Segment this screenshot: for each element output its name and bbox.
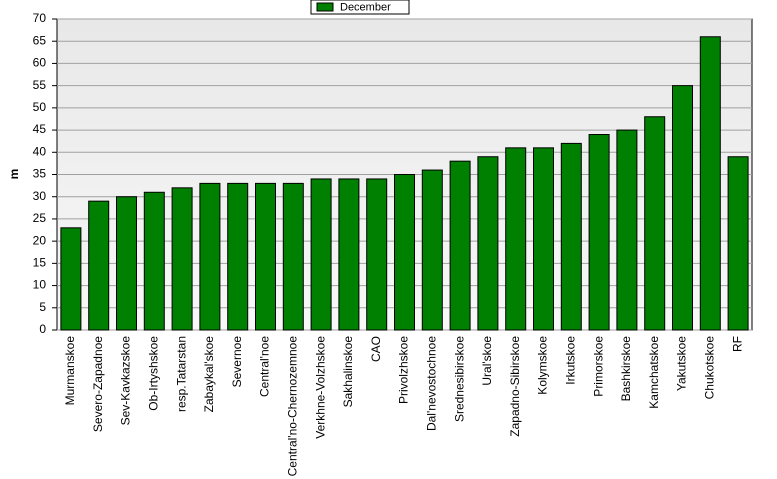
x-tick-label: Chukotskoe: [702, 336, 716, 400]
bar: [282, 182, 304, 331]
y-tick-label: 5: [39, 300, 46, 314]
legend: [310, 0, 410, 15]
y-tick-label: 10: [33, 278, 47, 292]
x-tick-label: Severo-Zapadnoe: [91, 336, 105, 432]
x-tick-label: Zabaykal'skoe: [202, 336, 216, 413]
x-tick-label: Sakhalinskoe: [341, 336, 355, 408]
x-tick-label: Verkhne-Volzhskoe: [313, 336, 327, 439]
bar: [477, 156, 499, 331]
x-tick-label: Kolymskoe: [536, 336, 550, 395]
y-tick-label: 60: [33, 56, 47, 70]
x-tick-label: resp.Tatarstan: [174, 336, 188, 412]
bar: [116, 196, 137, 331]
bar: [727, 156, 749, 331]
bar: [310, 178, 332, 331]
bar: [533, 147, 554, 331]
bar: [699, 36, 721, 331]
x-tick-label: RF: [730, 336, 744, 352]
x-tick-label: Central'noe: [258, 336, 272, 397]
x-tick-label: Ob-Irtyshskoe: [146, 336, 160, 411]
y-tick-label: 25: [33, 211, 47, 225]
bar: [143, 191, 165, 331]
x-tick-label: Bashkirskoe: [619, 336, 633, 402]
x-tick-label: Irkutskoe: [563, 336, 577, 385]
x-tick-label: Primorskoe: [591, 336, 605, 397]
x-tick-label: CAO: [369, 336, 383, 362]
x-tick-label: Privolzhskoe: [397, 336, 411, 404]
bar: [421, 169, 443, 331]
x-tick-label: Ural'skoe: [480, 336, 494, 386]
bar: [505, 147, 527, 331]
bar: [560, 142, 582, 331]
bar: [255, 182, 276, 331]
bar: [199, 182, 221, 331]
bar: [394, 174, 415, 331]
x-tick-label: Central'no-Chernozemnoe: [285, 336, 299, 477]
y-tick-label: 40: [33, 144, 47, 158]
legend-swatch: [316, 2, 334, 12]
y-tick-label: 30: [33, 189, 47, 203]
x-tick-label: Sev-Kavkazskoe: [119, 336, 133, 426]
x-tick-label: Zapadno-Sibirskoe: [508, 336, 522, 437]
y-tick-label: 70: [33, 11, 47, 25]
x-tick-label: Severnoe: [230, 336, 244, 388]
bar: [366, 178, 388, 331]
y-tick-label: 15: [33, 256, 47, 270]
legend-label: December: [340, 1, 391, 13]
y-tick-label: 0: [39, 322, 46, 336]
bar: [588, 134, 610, 331]
bar: [338, 178, 360, 331]
y-tick-label: 45: [33, 122, 47, 136]
bar: [449, 160, 471, 331]
x-tick-label: Yakutskoe: [675, 336, 689, 391]
y-tick-label: 35: [33, 167, 47, 181]
bar: [616, 129, 638, 331]
x-tick-label: Kamchatskoe: [647, 336, 661, 409]
x-tick-label: Srednesibirskoe: [452, 336, 466, 422]
y-tick-label: 20: [33, 233, 47, 247]
x-tick-label: Dal'nevostochnoe: [424, 336, 438, 431]
bar: [227, 182, 249, 331]
bar: [60, 227, 82, 331]
y-tick-label: 55: [33, 78, 47, 92]
y-tick-label: 50: [33, 100, 47, 114]
bar: [171, 187, 193, 331]
bar: [88, 200, 110, 331]
x-tick-label: Murmanskoe: [63, 336, 77, 406]
bar: [672, 85, 693, 331]
y-axis-label: m: [7, 169, 21, 180]
y-tick-label: 65: [33, 33, 47, 47]
bar: [644, 116, 666, 331]
